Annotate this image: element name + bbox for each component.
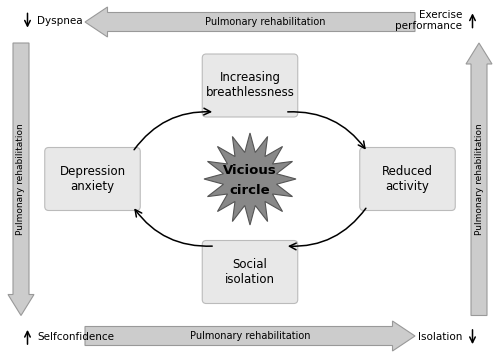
Text: Reduced
activity: Reduced activity	[382, 165, 433, 193]
Polygon shape	[466, 43, 492, 315]
Text: Pulmonary rehabilitation: Pulmonary rehabilitation	[16, 124, 26, 235]
Polygon shape	[85, 7, 415, 37]
Text: Exercise
performance: Exercise performance	[396, 10, 462, 31]
Text: Increasing
breathlessness: Increasing breathlessness	[206, 72, 294, 100]
Text: Pulmonary rehabilitation: Pulmonary rehabilitation	[190, 331, 310, 341]
Text: Selfconfidence: Selfconfidence	[38, 332, 115, 342]
Text: Vicious: Vicious	[223, 164, 277, 176]
Polygon shape	[8, 43, 34, 315]
FancyBboxPatch shape	[202, 54, 298, 117]
Text: Pulmonary rehabilitation: Pulmonary rehabilitation	[474, 124, 484, 235]
Text: Pulmonary rehabilitation: Pulmonary rehabilitation	[205, 17, 325, 27]
Text: Dyspnea: Dyspnea	[38, 15, 83, 25]
FancyBboxPatch shape	[45, 147, 140, 211]
Polygon shape	[204, 133, 296, 225]
FancyBboxPatch shape	[360, 147, 455, 211]
Text: Isolation: Isolation	[418, 332, 463, 342]
FancyBboxPatch shape	[202, 241, 298, 304]
Text: Social
isolation: Social isolation	[225, 258, 275, 286]
Text: circle: circle	[230, 184, 270, 197]
Text: Depression
anxiety: Depression anxiety	[60, 165, 126, 193]
Polygon shape	[85, 321, 415, 351]
